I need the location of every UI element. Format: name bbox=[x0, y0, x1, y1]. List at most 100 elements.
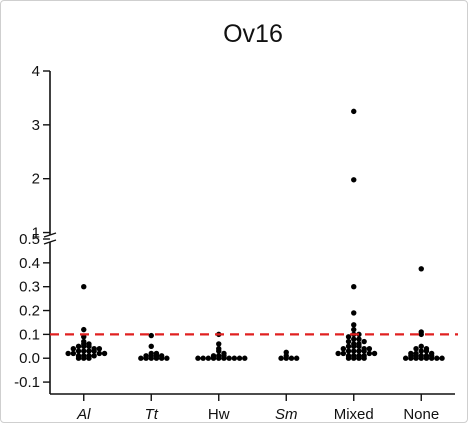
y-tick-label: 2 bbox=[32, 171, 40, 188]
data-point bbox=[236, 355, 243, 361]
data-point bbox=[361, 348, 367, 354]
data-point bbox=[351, 283, 357, 290]
chart-title: Ov16 bbox=[223, 20, 283, 48]
data-point bbox=[351, 177, 357, 183]
data-point bbox=[366, 350, 373, 357]
y-tick-label: 0.4 bbox=[19, 255, 40, 272]
data-point bbox=[138, 355, 144, 361]
data-point bbox=[65, 350, 71, 357]
data-point bbox=[413, 355, 419, 361]
data-point bbox=[345, 334, 352, 340]
data-point bbox=[216, 348, 222, 354]
y-tick-label: 0.2 bbox=[19, 303, 40, 320]
x-tick-label: Sm bbox=[275, 406, 298, 423]
data-point bbox=[200, 355, 206, 361]
data-point bbox=[418, 343, 424, 350]
data-point bbox=[356, 343, 362, 350]
data-point bbox=[283, 355, 289, 361]
x-tick-label: Hw bbox=[208, 406, 230, 423]
y-tick-label: -0.1 bbox=[14, 374, 40, 391]
data-point bbox=[351, 343, 357, 350]
data-point bbox=[75, 343, 82, 350]
data-point bbox=[418, 348, 424, 354]
axis-break-mark-top bbox=[43, 232, 57, 238]
data-point bbox=[81, 348, 87, 354]
axis-break-mark-bottom bbox=[43, 239, 57, 245]
data-point bbox=[96, 345, 103, 352]
data-point bbox=[345, 355, 352, 361]
y-tick-label: 3 bbox=[32, 117, 40, 134]
data-point bbox=[148, 355, 154, 361]
data-point bbox=[278, 355, 284, 361]
data-point bbox=[231, 355, 238, 361]
data-point bbox=[402, 355, 409, 361]
y-tick-label: 0.1 bbox=[19, 326, 40, 343]
data-point bbox=[423, 348, 430, 354]
data-point bbox=[96, 350, 103, 357]
data-point bbox=[75, 348, 82, 354]
data-point bbox=[70, 345, 77, 352]
data-point bbox=[345, 338, 352, 345]
data-point bbox=[428, 355, 435, 361]
data-point bbox=[86, 355, 92, 361]
data-point bbox=[216, 341, 222, 347]
data-point bbox=[340, 350, 347, 357]
data-point bbox=[351, 322, 357, 328]
data-point bbox=[293, 355, 300, 361]
data-point bbox=[351, 310, 357, 316]
data-point bbox=[345, 343, 352, 350]
data-point bbox=[81, 343, 87, 350]
data-point bbox=[242, 355, 248, 361]
data-point bbox=[195, 355, 201, 361]
data-point bbox=[434, 355, 440, 361]
axes: 1 2 3 4 -0.1 0.0 0.1 0.2 0.3 0.4 0.5 Al Tt Hw Sm Mixed N… bbox=[14, 63, 455, 423]
data-point bbox=[418, 331, 424, 338]
x-tick-label: Al bbox=[76, 406, 91, 423]
data-point bbox=[351, 336, 357, 342]
data-point bbox=[351, 355, 357, 361]
data-point bbox=[81, 283, 87, 290]
data-point bbox=[351, 326, 357, 333]
data-point bbox=[210, 355, 217, 361]
data-point bbox=[413, 345, 419, 352]
y-tick-label: 1 bbox=[32, 225, 40, 242]
data-point bbox=[356, 336, 362, 342]
data-point bbox=[340, 345, 347, 352]
x-tick-label: Tt bbox=[145, 406, 159, 423]
data-point bbox=[148, 343, 154, 350]
y-tick-label: 4 bbox=[32, 63, 40, 80]
data-point bbox=[356, 348, 362, 354]
data-point bbox=[226, 355, 232, 361]
data-point bbox=[351, 108, 357, 115]
data-point bbox=[361, 355, 367, 361]
data-point bbox=[143, 355, 149, 361]
data-points bbox=[65, 108, 445, 361]
data-point bbox=[408, 355, 414, 361]
data-point bbox=[366, 345, 373, 352]
data-point bbox=[356, 355, 362, 361]
data-point bbox=[70, 350, 77, 357]
data-point bbox=[75, 355, 82, 361]
y-tick-label: 0.0 bbox=[19, 350, 40, 367]
x-tick-label: None bbox=[403, 406, 439, 423]
data-point bbox=[158, 355, 165, 361]
data-point bbox=[418, 355, 424, 361]
data-point bbox=[423, 355, 430, 361]
data-point bbox=[81, 355, 87, 361]
data-point bbox=[148, 332, 154, 339]
data-point bbox=[86, 348, 92, 354]
data-point bbox=[216, 355, 222, 361]
data-point bbox=[371, 350, 378, 357]
data-point bbox=[101, 350, 108, 357]
y-tick-label: 0.3 bbox=[19, 279, 40, 296]
data-point bbox=[221, 355, 227, 361]
data-point bbox=[335, 350, 341, 357]
data-point bbox=[288, 355, 295, 361]
data-point bbox=[81, 326, 87, 333]
data-point bbox=[418, 266, 424, 272]
data-point bbox=[91, 348, 97, 354]
x-tick-label: Mixed bbox=[334, 406, 374, 423]
data-point bbox=[345, 348, 352, 354]
data-point bbox=[91, 353, 97, 359]
